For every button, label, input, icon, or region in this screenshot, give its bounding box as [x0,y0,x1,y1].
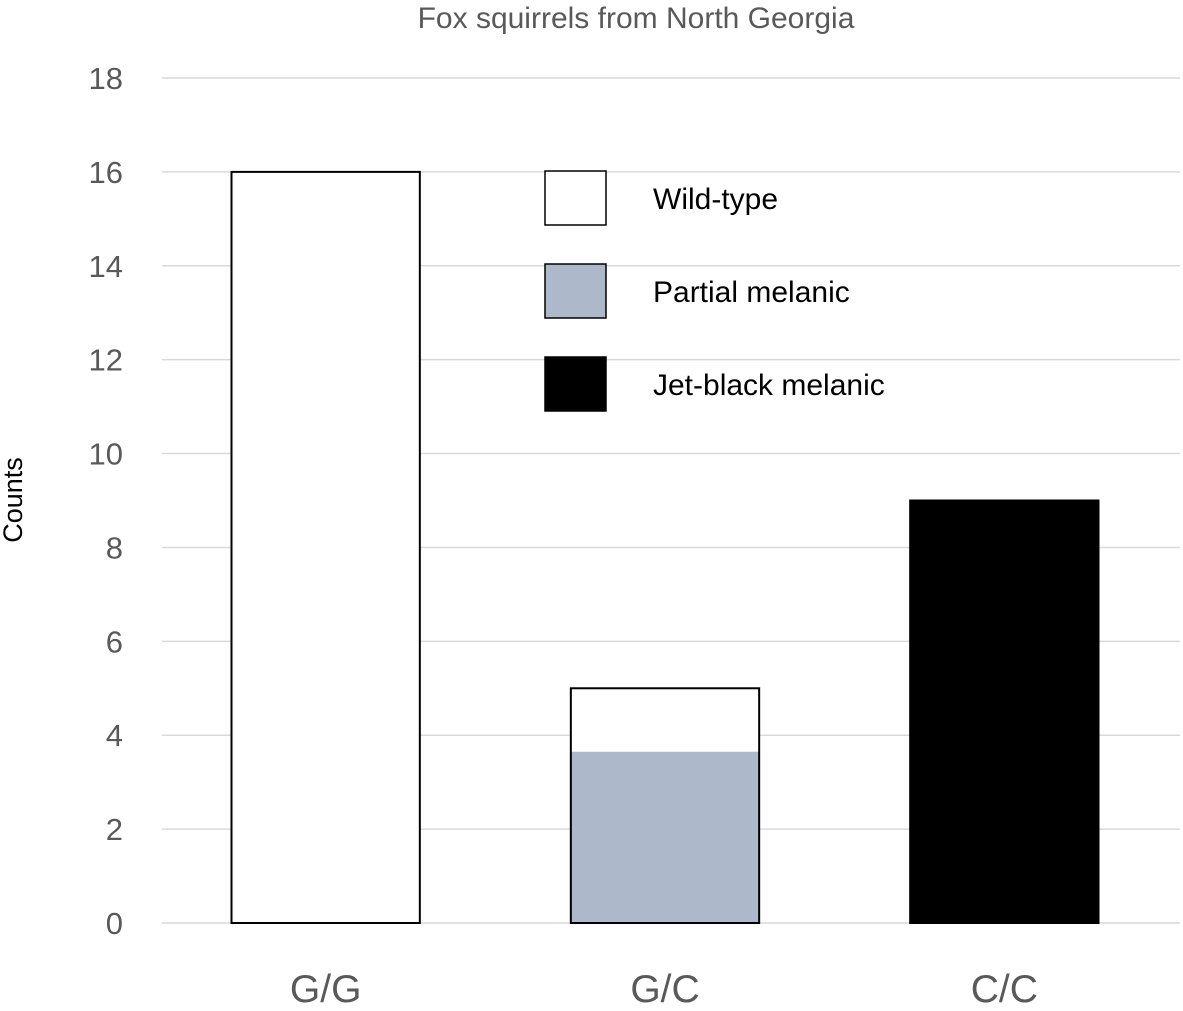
legend-label: Jet-black melanic [653,369,885,402]
y-tick-label: 4 [106,718,123,753]
y-tick-label: 18 [89,61,123,96]
y-tick-label: 2 [106,812,123,847]
y-tick-label: 16 [89,155,123,190]
bar-outline [909,499,1100,924]
y-tick-label: 10 [89,437,123,472]
y-tick-label: 12 [89,343,123,378]
legend-label: Partial melanic [653,276,850,309]
bar-segment [910,500,1099,923]
x-tick-label: C/C [971,968,1038,1011]
bar-segment [570,688,760,752]
y-tick-label: 6 [106,624,123,659]
bar-segment [231,171,420,923]
y-axis-label: Counts [0,457,28,543]
chart-title: Fox squirrels from North Georgia [418,2,855,35]
x-tick-label: G/G [290,968,362,1011]
y-tick-label: 8 [106,530,123,565]
legend-swatch [544,170,607,226]
y-axis-ticks: 0 2 4 6 8 10 12 14 16 18 [89,61,123,941]
x-tick-label: G/C [630,968,699,1011]
x-axis-ticks: G/G G/C C/C [290,968,1038,1011]
y-tick-label: 14 [89,249,123,284]
legend-swatch [544,356,607,412]
legend: Wild-type Partial melanic Jet-black melani… [544,170,885,412]
legend-swatch [544,263,607,319]
bars [230,170,1100,924]
bar-outline [230,170,421,924]
bar-outline [569,687,761,924]
y-tick-label: 0 [106,906,123,941]
bar-segment [570,751,760,923]
legend-label: Wild-type [653,183,778,216]
